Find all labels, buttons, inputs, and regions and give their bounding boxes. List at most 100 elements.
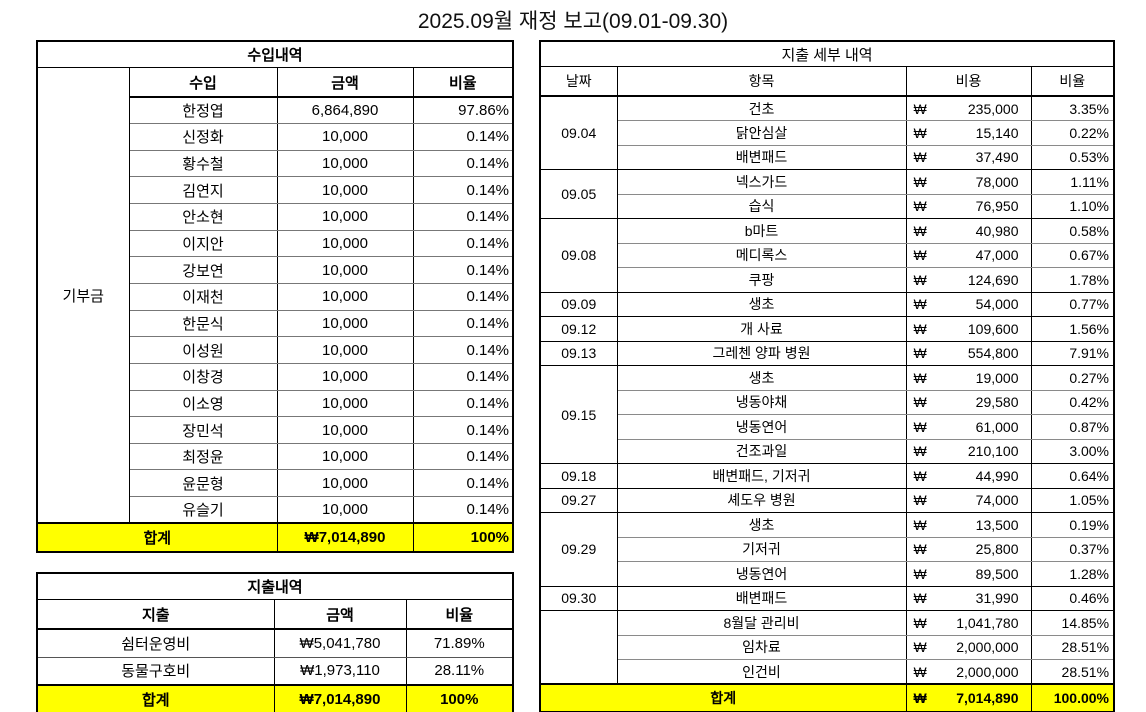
ratio-cell: 1.56%	[1031, 316, 1115, 342]
cost-cell-layout: ₩37,490	[907, 149, 1031, 165]
cost-amount: 78,000	[975, 173, 1019, 190]
currency-symbol: ₩	[913, 124, 927, 141]
amount-cell: 10,000	[277, 123, 414, 151]
expense-detail-title-row: 지출 세부 내역	[540, 41, 1115, 67]
income-title-row: 수입내역	[37, 41, 514, 68]
cost-cell: ₩210,100	[906, 439, 1032, 464]
currency-symbol: ₩	[913, 320, 927, 337]
ratio-cell: 0.37%	[1031, 537, 1115, 562]
item-cell: 생초	[617, 365, 907, 391]
expense-detail-row: 습식 ₩76,950 1.10%	[540, 194, 1115, 219]
currency-symbol: ₩	[913, 590, 927, 607]
expense-detail-table-title: 지출 세부 내역	[540, 41, 1115, 67]
date-cell: 09.08	[540, 218, 618, 293]
currency-symbol: ₩	[913, 100, 927, 117]
date-cell: 09.04	[540, 96, 618, 170]
date-cell: 09.15	[540, 365, 618, 464]
cost-cell-layout: ₩74,000	[907, 492, 1031, 508]
total-cost-cell: ₩7,014,890	[906, 683, 1032, 712]
item-cell: 생초	[617, 512, 907, 538]
total-amount-cell: ₩7,014,890	[274, 684, 407, 712]
currency-symbol: ₩	[913, 639, 927, 656]
cost-cell-layout: ₩210,100	[907, 443, 1031, 459]
cost-cell: ₩2,000,000	[906, 659, 1032, 685]
cost-amount: 89,500	[975, 565, 1019, 582]
expense-detail-column-header-2: 비용	[906, 66, 1032, 97]
ratio-cell: 0.14%	[413, 496, 514, 524]
cost-amount: 19,000	[975, 369, 1019, 386]
total-ratio-cell: 100%	[413, 522, 514, 553]
currency-symbol: ₩	[913, 173, 927, 190]
amount-cell: 10,000	[277, 230, 414, 258]
expense-detail-row: 09.18 배변패드, 기저귀 ₩44,990 0.64%	[540, 463, 1115, 489]
amount-cell: 10,000	[277, 469, 414, 498]
ratio-cell: 0.14%	[413, 123, 514, 151]
expense-detail-row: 09.12 개 사료 ₩109,600 1.56%	[540, 316, 1115, 342]
income-table: 수입내역 기부금 수입 금액 비율 한정엽 6,864,890 97.86% 신정화 10,00…	[36, 40, 515, 554]
item-cell: 건초	[617, 96, 907, 121]
item-cell: 그레첸 양파 병원	[617, 341, 907, 366]
ratio-cell: 0.14%	[413, 390, 514, 418]
expense-detail-row: 09.04 건초 ₩235,000 3.35%	[540, 96, 1115, 170]
total-ratio-cell: 100.00%	[1031, 683, 1115, 712]
expense-detail-row: 닭안심살 ₩15,140 0.22%	[540, 120, 1115, 146]
total-cost-amount: 7,014,890	[956, 690, 1019, 706]
donor-name-cell: 이창경	[129, 363, 278, 391]
amount-cell: 10,000	[277, 443, 414, 471]
expense-detail-row: 09.15 생초 ₩19,000 0.27%	[540, 365, 1115, 464]
income-column-header-1: 금액	[277, 67, 414, 98]
currency-symbol: ₩	[913, 271, 927, 288]
expense-name-cell: 동물구호비	[37, 657, 275, 686]
ratio-cell: 0.67%	[1031, 243, 1115, 268]
item-cell: 냉동연어	[617, 561, 907, 587]
expense-summary-table-title: 지출내역	[37, 573, 514, 600]
item-cell: 셰도우 병원	[617, 488, 907, 513]
currency-symbol: ₩	[913, 394, 927, 411]
cost-cell-layout: ₩76,950	[907, 198, 1031, 214]
ratio-cell: 1.11%	[1031, 169, 1115, 195]
ratio-cell: 28.51%	[1031, 659, 1115, 685]
cost-cell-layout: ₩29,580	[907, 394, 1031, 410]
income-column-header-0: 수입	[129, 67, 278, 98]
cost-cell: ₩40,980	[906, 218, 1032, 244]
cost-cell-layout: ₩235,000	[907, 101, 1031, 117]
donor-name-cell: 유슬기	[129, 496, 278, 524]
cost-amount: 109,600	[967, 320, 1019, 337]
expense-detail-column-header-1: 항목	[617, 66, 907, 97]
item-cell: 쿠팡	[617, 267, 907, 293]
cost-cell-layout: ₩1,041,780	[907, 615, 1031, 631]
cost-amount: 210,100	[967, 443, 1019, 460]
cost-cell-layout: ₩31,990	[907, 590, 1031, 606]
cost-amount: 40,980	[975, 222, 1019, 239]
ratio-cell: 28.51%	[1031, 635, 1115, 660]
donor-name-cell: 이재천	[129, 283, 278, 311]
ratio-cell: 0.27%	[1031, 365, 1115, 391]
ratio-cell: 97.86%	[413, 97, 514, 125]
expense-detail-row: 09.09 생초 ₩54,000 0.77%	[540, 292, 1115, 317]
donor-name-cell: 한문식	[129, 310, 278, 338]
cost-cell-layout: ₩2,000,000	[907, 664, 1031, 680]
donor-name-cell: 안소현	[129, 203, 278, 231]
total-label-cell: 합계	[37, 522, 278, 553]
cost-amount: 61,000	[975, 418, 1019, 435]
cost-cell: ₩37,490	[906, 145, 1032, 170]
expense-detail-row: 인건비 ₩2,000,000 28.51%	[540, 659, 1115, 685]
amount-cell: 10,000	[277, 176, 414, 205]
amount-cell: ₩5,041,780	[274, 629, 407, 658]
item-cell: 개 사료	[617, 316, 907, 342]
donor-name-cell: 한정엽	[129, 97, 278, 125]
cost-cell: ₩2,000,000	[906, 635, 1032, 660]
item-cell: 넥스가드	[617, 169, 907, 195]
item-cell: 배변패드	[617, 586, 907, 611]
expense-summary-column-header-0: 지출	[37, 599, 275, 630]
cost-cell: ₩61,000	[906, 414, 1032, 440]
cost-amount: 31,990	[975, 590, 1019, 607]
cost-cell: ₩554,800	[906, 341, 1032, 366]
expense-summary-title-row: 지출내역	[37, 573, 514, 600]
cost-cell-layout: ₩61,000	[907, 419, 1031, 435]
expense-detail-row: 쿠팡 ₩124,690 1.78%	[540, 267, 1115, 293]
cost-cell: ₩54,000	[906, 292, 1032, 317]
currency-symbol: ₩	[913, 541, 927, 558]
amount-cell: 10,000	[277, 203, 414, 231]
